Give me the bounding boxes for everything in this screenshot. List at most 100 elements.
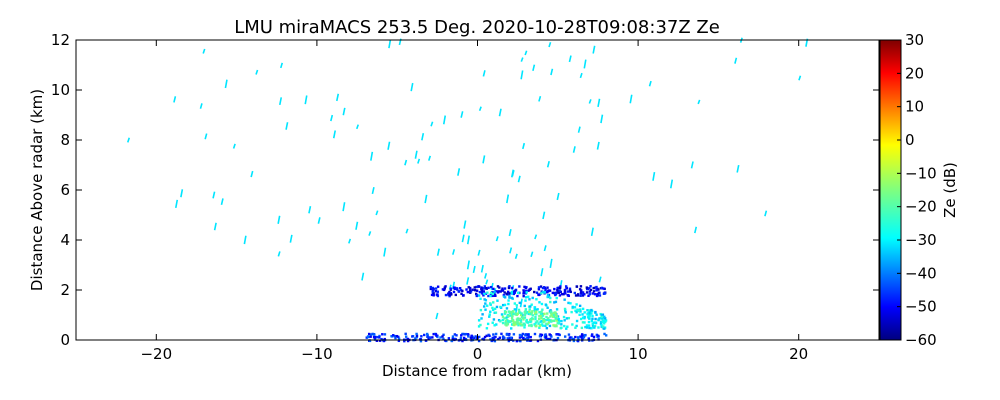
echo-cell <box>443 286 447 289</box>
echo-cell <box>546 306 549 309</box>
echo-cell <box>494 294 497 297</box>
speckle <box>417 158 421 164</box>
speckle <box>484 273 488 279</box>
echo-cell <box>535 291 539 294</box>
echo-cell <box>455 287 459 290</box>
echo-cell <box>587 294 590 297</box>
echo-cell <box>369 335 372 338</box>
echo-cell <box>564 309 567 312</box>
echo-cell <box>553 301 556 304</box>
echo-cell <box>510 336 513 339</box>
echo-cell <box>568 287 572 290</box>
speckle <box>690 161 694 169</box>
x-axis: −20 −10 0 10 20 <box>140 40 808 363</box>
echo-cell <box>603 317 607 320</box>
echo-cell <box>603 287 606 291</box>
speckle <box>255 69 259 75</box>
echo-cell <box>588 293 591 296</box>
speckle <box>173 96 177 103</box>
echo-cell <box>587 337 591 340</box>
echo-cell <box>525 291 528 294</box>
echo-cell <box>542 286 546 289</box>
echo-cell <box>556 290 560 293</box>
echo-cell <box>493 324 496 327</box>
echo-cell <box>597 338 600 341</box>
echo-cell <box>544 324 547 327</box>
echo-cell <box>524 296 528 299</box>
echo-cell <box>507 299 510 302</box>
echo-cell <box>546 337 550 341</box>
echo-cell <box>479 297 482 301</box>
echo-cell <box>526 336 529 339</box>
echo-cell <box>523 285 526 289</box>
echo-cell <box>588 317 591 320</box>
echo-cell <box>431 290 434 293</box>
echo-cell <box>509 327 513 330</box>
colorbar: −60 −50 −40 −30 −20 −10 0 10 20 30 Ze (dB) <box>879 31 959 349</box>
speckle <box>669 179 674 189</box>
echo-cell <box>489 338 492 341</box>
echo-cell <box>584 325 587 329</box>
speckle <box>174 199 179 209</box>
speckle <box>530 251 534 258</box>
echo-cell <box>595 333 599 337</box>
echo-cell <box>597 326 600 329</box>
speckle <box>308 206 312 214</box>
echo-cell <box>474 292 478 296</box>
echo-cell <box>530 323 533 327</box>
echo-cell <box>599 322 603 326</box>
echo-cell <box>549 337 552 341</box>
echo-cell <box>503 287 507 290</box>
echo-cell <box>452 286 456 289</box>
echo-cell <box>540 310 543 313</box>
echo-cell <box>460 334 463 337</box>
echo-cell <box>579 335 582 338</box>
echo-cell <box>563 319 566 322</box>
echo-cell <box>526 333 529 336</box>
echo-cell <box>571 337 574 341</box>
echo-cell <box>507 293 510 296</box>
echo-cell <box>461 289 464 293</box>
echo-cell <box>508 285 511 288</box>
echo-cell <box>489 294 492 298</box>
echo-cell <box>477 294 481 297</box>
speckle <box>126 137 131 143</box>
echo-cell <box>505 332 509 336</box>
echo-cell <box>587 320 591 324</box>
speckle <box>414 150 418 159</box>
echo-cell <box>467 335 470 338</box>
echo-cell <box>574 335 577 339</box>
y-tick-label: 4 <box>60 231 70 249</box>
echo-cell <box>556 288 559 292</box>
echo-cell <box>492 287 495 291</box>
echo-cell <box>480 288 483 291</box>
echo-cell <box>551 291 555 295</box>
echo-cell <box>546 294 550 297</box>
colorbar-tick-label: −50 <box>905 298 937 316</box>
echo-cell <box>466 290 470 294</box>
x-tick-label: −10 <box>301 345 333 363</box>
echo-cell <box>501 289 505 292</box>
echo-cell <box>541 314 545 317</box>
echo-cell <box>512 310 515 314</box>
speckle <box>383 247 387 257</box>
echo-cell <box>544 318 548 322</box>
echo-cell <box>404 332 407 336</box>
echo-cell <box>568 336 572 339</box>
echo-cell <box>451 335 455 338</box>
echo-cell <box>457 290 460 293</box>
speckle <box>387 141 391 150</box>
speckle <box>592 45 596 54</box>
speckle <box>648 80 652 87</box>
speckle <box>498 108 502 117</box>
echo-cell <box>426 334 429 337</box>
echo-cell <box>521 332 525 336</box>
speckle <box>463 220 467 229</box>
echo-cell <box>516 317 520 320</box>
echo-cell <box>507 286 511 290</box>
echo-cell <box>555 319 558 322</box>
echo-cell <box>574 326 577 329</box>
echo-cell <box>517 310 521 313</box>
echo-cell <box>442 337 445 341</box>
echo-cell <box>423 333 426 337</box>
